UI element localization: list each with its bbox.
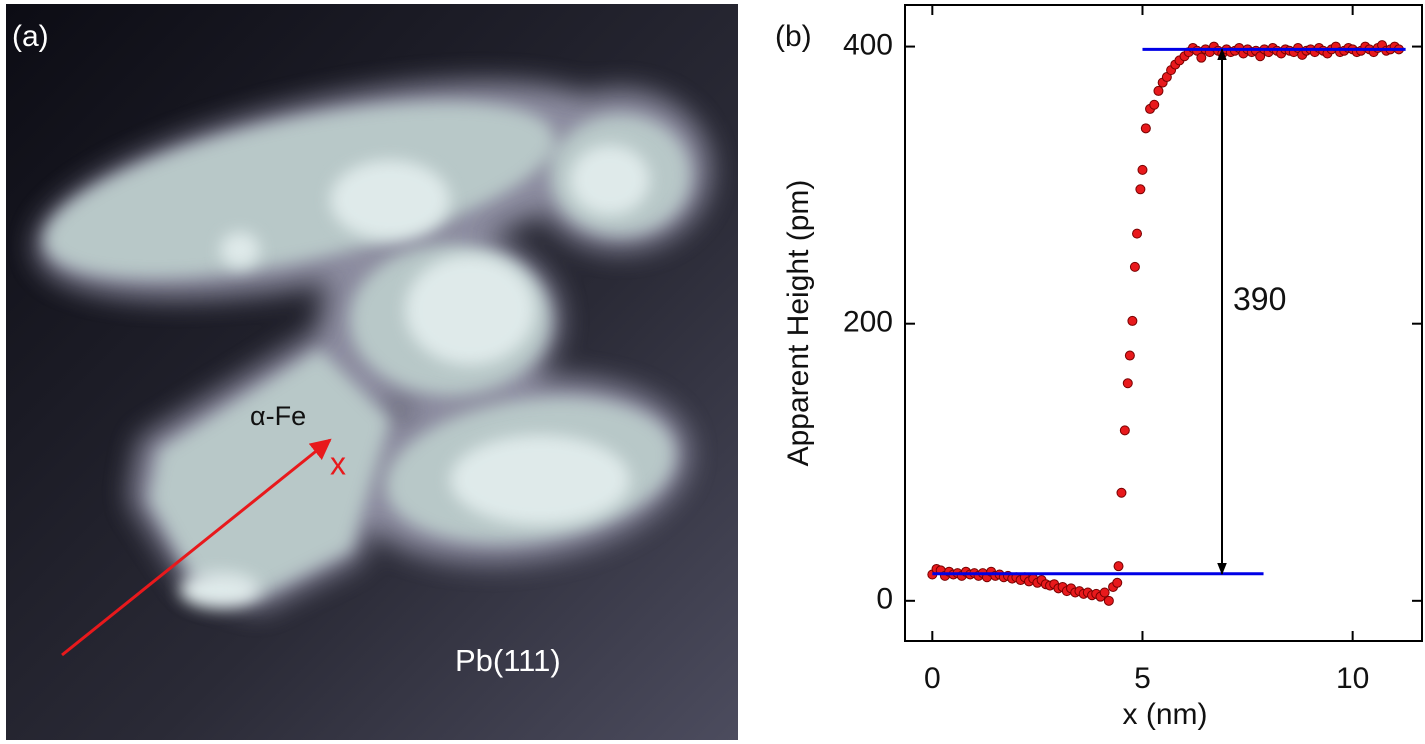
data-point bbox=[1153, 85, 1164, 96]
data-point bbox=[1137, 164, 1148, 175]
data-point bbox=[1122, 378, 1133, 389]
y-tick-label: 200 bbox=[843, 306, 893, 339]
substrate-label: Pb(111) bbox=[455, 643, 561, 678]
data-point bbox=[1135, 184, 1146, 195]
data-point bbox=[1149, 99, 1160, 110]
y-axis-label: Apparent Height (pm) bbox=[782, 180, 815, 467]
panel-label: (b) bbox=[775, 20, 812, 53]
y-tick-label: 400 bbox=[843, 28, 893, 61]
data-point bbox=[1116, 487, 1127, 498]
scan-arrow bbox=[61, 438, 332, 657]
x-axis-label: x (nm) bbox=[1123, 698, 1208, 731]
data-point bbox=[1113, 561, 1124, 572]
data-point bbox=[1129, 261, 1140, 272]
data-point bbox=[1099, 587, 1110, 598]
data-point bbox=[1132, 228, 1143, 239]
data-point bbox=[1196, 52, 1207, 63]
scan-label: x bbox=[330, 445, 346, 481]
data-point bbox=[1103, 595, 1114, 606]
bright-cluster bbox=[180, 145, 650, 608]
data-point bbox=[1140, 123, 1151, 134]
data-point bbox=[1112, 577, 1123, 588]
data-point bbox=[1127, 315, 1138, 326]
height-annotation: 390 bbox=[1233, 281, 1286, 317]
x-tick-label: 0 bbox=[924, 662, 941, 695]
plot-frame bbox=[904, 4, 1423, 642]
y-tick-label: 0 bbox=[876, 583, 893, 616]
stm-image: (a) α-Fe x Pb(111) bbox=[6, 4, 738, 740]
data-point bbox=[1119, 425, 1130, 436]
panel-label: (a) bbox=[12, 20, 49, 53]
x-tick-label: 5 bbox=[1134, 662, 1151, 695]
data-point bbox=[1124, 350, 1135, 361]
x-tick-label: 10 bbox=[1336, 662, 1369, 695]
region-label: α-Fe bbox=[250, 401, 306, 431]
